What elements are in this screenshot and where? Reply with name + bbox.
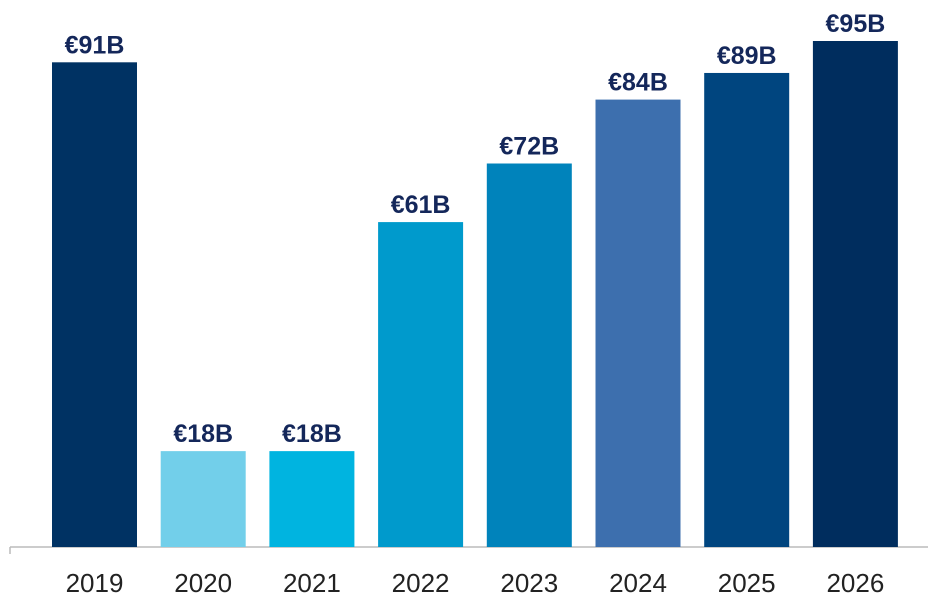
value-label: €89B bbox=[717, 42, 777, 70]
value-label: €84B bbox=[608, 69, 668, 97]
value-label: €18B bbox=[173, 420, 233, 448]
bar bbox=[52, 62, 137, 547]
x-tick-label: 2026 bbox=[826, 568, 884, 598]
bar bbox=[160, 451, 246, 547]
bar bbox=[378, 222, 464, 548]
value-label: €95B bbox=[826, 10, 886, 38]
bar bbox=[269, 451, 355, 547]
x-tick-label: 2024 bbox=[609, 568, 667, 598]
bar bbox=[812, 41, 898, 547]
value-label: €61B bbox=[391, 191, 451, 219]
bar bbox=[595, 99, 681, 547]
value-label: €18B bbox=[282, 420, 342, 448]
x-tick-label: 2022 bbox=[392, 568, 450, 598]
x-tick-label: 2025 bbox=[718, 568, 776, 598]
value-label: €72B bbox=[499, 133, 559, 161]
x-tick-label: 2020 bbox=[174, 568, 232, 598]
x-tick-label: 2021 bbox=[283, 568, 341, 598]
bar bbox=[486, 163, 572, 548]
x-tick-label: 2023 bbox=[500, 568, 558, 598]
x-tick-label: 2019 bbox=[66, 568, 124, 598]
bar bbox=[704, 72, 790, 548]
value-label: €91B bbox=[65, 31, 125, 59]
